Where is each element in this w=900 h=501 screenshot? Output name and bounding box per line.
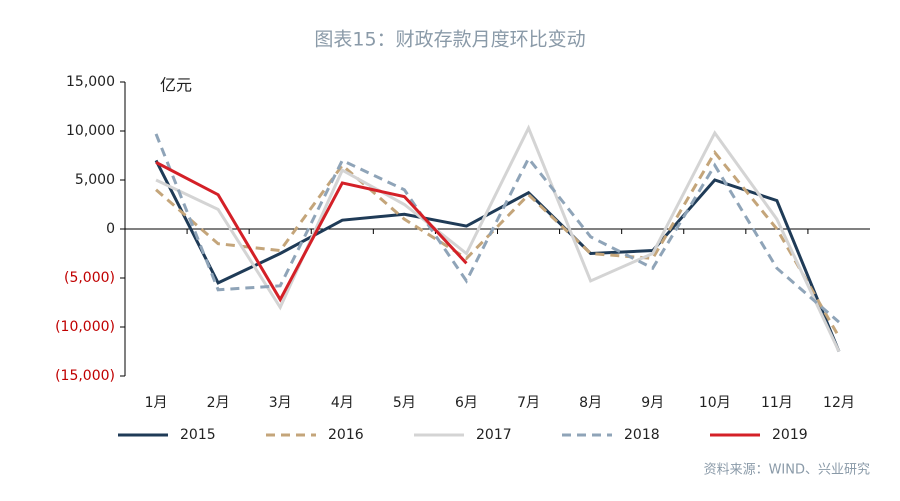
y-tick-label: 15,000 — [66, 74, 115, 90]
chart-title: 图表15：财政存款月度环比变动 — [314, 29, 585, 51]
x-tick-label: 11月 — [761, 395, 793, 411]
y-tick-label: (10,000) — [55, 319, 115, 335]
series-line — [155, 161, 468, 303]
y-tick-label: (5,000) — [64, 270, 115, 286]
unit-label: 亿元 — [160, 76, 192, 95]
x-tick-label: 10月 — [699, 395, 731, 411]
legend-label: 2015 — [180, 427, 216, 443]
y-tick-label: 10,000 — [66, 123, 115, 139]
x-tick-label: 3月 — [269, 395, 292, 411]
x-tick-label: 6月 — [455, 395, 478, 411]
series-line — [155, 149, 841, 338]
x-tick-label: 12月 — [823, 395, 855, 411]
y-tick-label: 0 — [106, 221, 115, 237]
legend-label: 2018 — [624, 427, 660, 443]
x-tick-label: 1月 — [145, 395, 168, 411]
x-tick-label: 9月 — [641, 395, 664, 411]
x-tick-label: 8月 — [579, 395, 602, 411]
series-line — [154, 133, 840, 324]
y-tick-label: 5,000 — [75, 172, 115, 188]
x-tick-label: 7月 — [517, 395, 540, 411]
x-tick-label: 4月 — [331, 395, 354, 411]
legend-label: 2019 — [772, 427, 808, 443]
x-tick-label: 5月 — [393, 395, 416, 411]
legend-label: 2016 — [328, 427, 364, 443]
y-tick-label: (15,000) — [55, 368, 115, 384]
series-line — [155, 124, 841, 353]
legend-label: 2017 — [476, 427, 512, 443]
x-tick-label: 2月 — [207, 395, 230, 411]
source: 资料来源：WIND、兴业研究 — [704, 463, 870, 478]
